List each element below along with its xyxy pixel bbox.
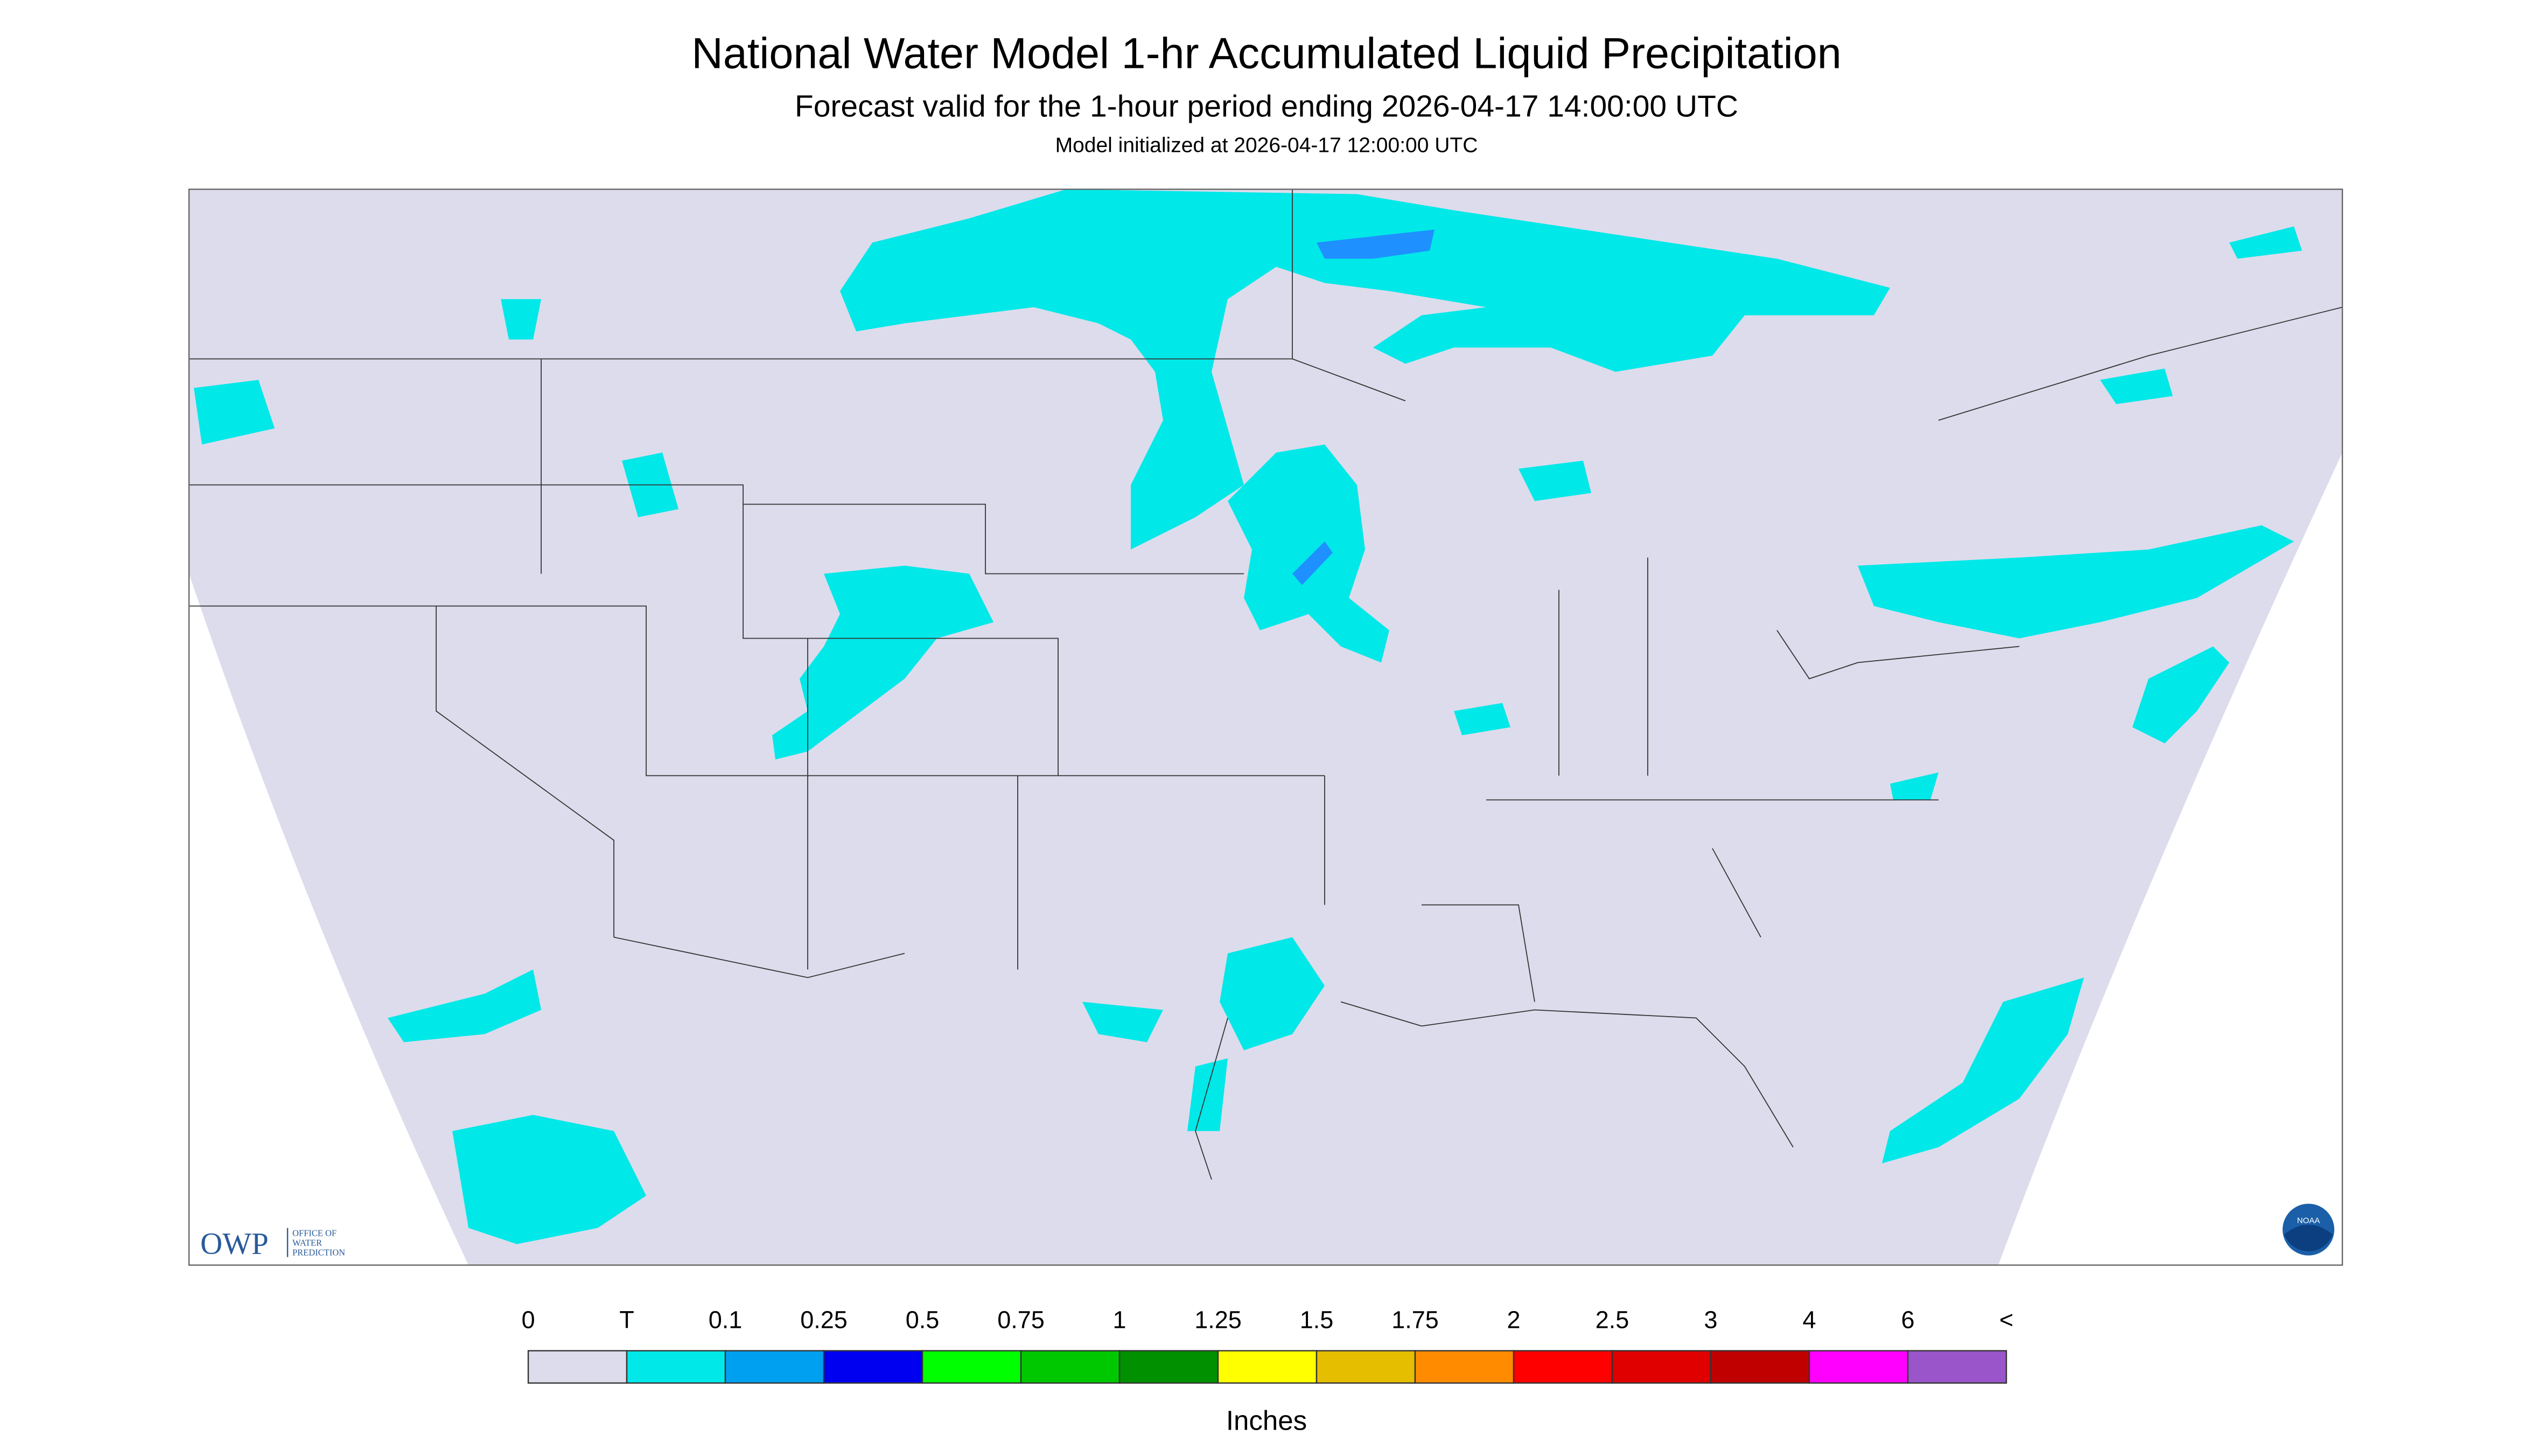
legend: 0 T 0.1 0.25 0.5 0.75 1 1.25 1.5 1.75 2 2.5 3 4 6 < [521, 1306, 2013, 1384]
title: National Water Model 1-hr Accumulated Li… [691, 30, 1842, 78]
legend-swatch [823, 1350, 923, 1384]
legend-label: 0.75 [997, 1306, 1045, 1334]
legend-label: < [1999, 1306, 2013, 1334]
precip-midwest [1228, 444, 1389, 663]
legend-label: 4 [1802, 1306, 1816, 1334]
legend-label: 2 [1507, 1306, 1520, 1334]
legend-swatch [921, 1350, 1022, 1384]
legend-swatch [1217, 1350, 1318, 1384]
map: OWP OFFICE OF WATER PREDICTION NOAA [188, 188, 2343, 1266]
noaa-wave [2284, 1224, 2333, 1251]
legend-swatch [1020, 1350, 1121, 1384]
legend-label: 0.5 [906, 1306, 940, 1334]
legend-label: 1.75 [1391, 1306, 1439, 1334]
precip-caribbean [1882, 977, 2084, 1164]
precip-colorado [772, 565, 993, 760]
legend-label: 3 [1704, 1306, 1717, 1334]
borders [189, 189, 2343, 1180]
legend-swatch [1118, 1350, 1219, 1384]
legend-swatch [1710, 1350, 1810, 1384]
legend-swatch [1316, 1350, 1416, 1384]
legend-swatch [1414, 1350, 1515, 1384]
legend-swatch [1907, 1350, 2007, 1384]
legend-label: 0.1 [709, 1306, 743, 1334]
precip-heavier [1292, 541, 1333, 585]
precip-pacific [388, 969, 541, 1042]
domain [189, 189, 2342, 1265]
precip-texas [1220, 937, 1325, 1051]
map-frame [188, 188, 2343, 1266]
noaa-logo: NOAA [2283, 1203, 2334, 1256]
legend-units: Inches [1226, 1405, 1307, 1436]
init-time: Model initialized at 2026-04-17 12:00:00… [1055, 134, 1478, 157]
precip-heavier [1317, 229, 1435, 259]
legend-swatch [1513, 1350, 1613, 1384]
precip-mexico [452, 1115, 646, 1244]
owp-logo: OWP OFFICE OF WATER PREDICTION [200, 1227, 345, 1261]
legend-swatch [1808, 1350, 1909, 1384]
legend-label: 2.5 [1596, 1306, 1629, 1334]
precip-northeast [1858, 525, 2294, 639]
noaa-text: NOAA [2297, 1216, 2320, 1226]
precip-atlantic [2132, 646, 2229, 744]
legend-swatch [1611, 1350, 1712, 1384]
owp-line: OFFICE OF [292, 1228, 337, 1238]
precip-north [840, 189, 1890, 550]
legend-label: 0.25 [800, 1306, 848, 1334]
precip-areas [194, 189, 2302, 1244]
legend-label: 1 [1112, 1306, 1126, 1334]
legend-label: 0 [521, 1306, 535, 1334]
owp-line: PREDICTION [292, 1248, 345, 1258]
legend-label: 1.25 [1194, 1306, 1242, 1334]
owp-line: WATER [292, 1238, 322, 1248]
legend-label: T [619, 1306, 634, 1334]
subtitle: Forecast valid for the 1-hour period end… [795, 89, 1738, 124]
legend-swatch [527, 1350, 628, 1384]
owp-text: OWP [200, 1227, 269, 1261]
legend-swatch [626, 1350, 726, 1384]
legend-label: 1.5 [1300, 1306, 1334, 1334]
legend-label: 6 [1901, 1306, 1914, 1334]
legend-swatch [724, 1350, 825, 1384]
